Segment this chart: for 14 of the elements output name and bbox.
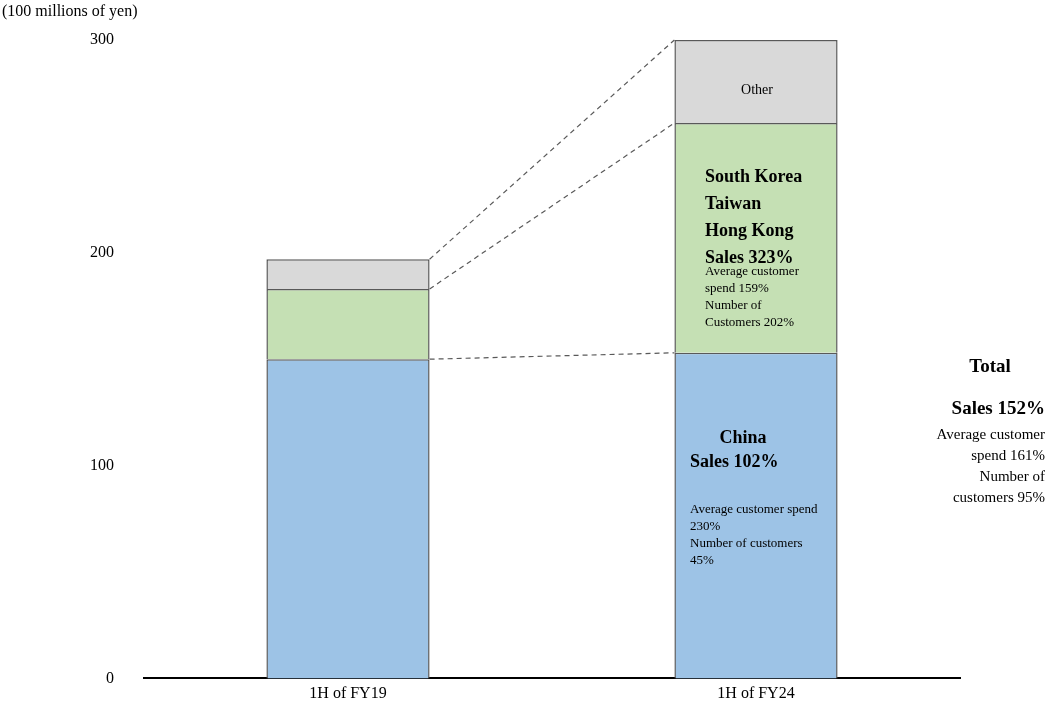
- text: Total: [969, 355, 1011, 377]
- x-tick-label: 1H of FY24: [717, 684, 795, 702]
- y-tick-label: 100: [90, 455, 114, 473]
- annotation: Average customer spend 230% Number of customers 45%: [690, 500, 819, 567]
- annotation: Sales 102%: [690, 450, 779, 471]
- annotation: China: [719, 426, 767, 447]
- y-tick-label: 300: [90, 30, 114, 48]
- y-tick-label: 200: [90, 243, 114, 260]
- annotation: Average customer spend 161% Number of customers 95%: [936, 426, 1045, 506]
- y-tick-label: 0: [106, 668, 114, 686]
- y-axis-title: (100 millions of yen): [2, 2, 138, 21]
- annotation: Other: [741, 81, 774, 97]
- x-tick-label: 1H of FY19: [309, 684, 387, 702]
- annotation: Sales 152%: [951, 397, 1045, 419]
